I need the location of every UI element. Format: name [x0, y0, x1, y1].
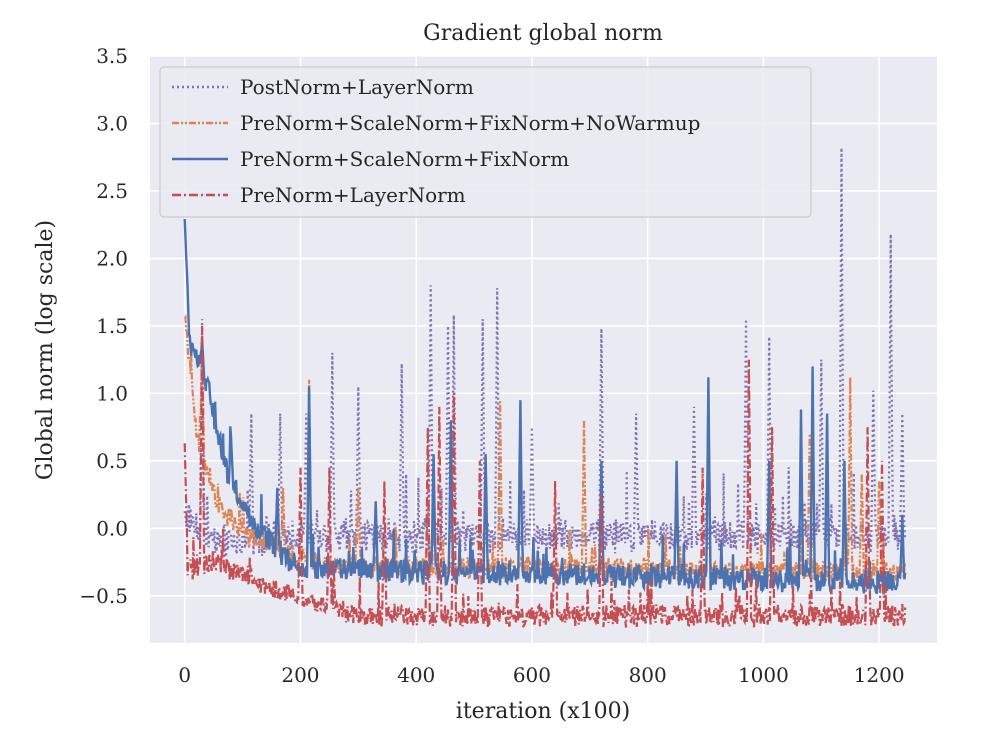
- legend-label: PreNorm+LayerNorm: [240, 183, 466, 207]
- y-tick-label: 2.0: [96, 246, 128, 270]
- legend-label: PreNorm+ScaleNorm+FixNorm: [240, 147, 569, 171]
- x-axis-ticks: 0 200 400 600 800 1000 1200: [178, 663, 904, 687]
- x-tick-label: 600: [513, 663, 551, 687]
- y-tick-label: 0.0: [96, 516, 128, 540]
- y-tick-label: 2.5: [96, 179, 128, 203]
- x-tick-label: 800: [629, 663, 667, 687]
- y-axis-ticks: −0.5 0.0 0.5 1.0 1.5 2.0 2.5 3.0 3.5: [79, 44, 128, 608]
- y-tick-label: 0.5: [96, 449, 128, 473]
- y-tick-label: 1.5: [96, 314, 128, 338]
- x-tick-label: 0: [178, 663, 191, 687]
- series-layer: [183, 147, 907, 628]
- y-tick-label: 3.0: [96, 111, 128, 135]
- x-tick-label: 400: [397, 663, 435, 687]
- series-line-1: [183, 314, 907, 584]
- x-tick-label: 200: [281, 663, 319, 687]
- y-tick-label: −0.5: [79, 584, 128, 608]
- y-axis-label: Global norm (log scale): [33, 220, 58, 480]
- y-tick-label: 1.0: [96, 381, 128, 405]
- legend-box: [159, 66, 812, 218]
- legend-label: PostNorm+LayerNorm: [240, 75, 474, 99]
- x-axis-label: iteration (x100): [456, 699, 630, 724]
- y-tick-label: 3.5: [96, 44, 128, 68]
- x-tick-label: 1000: [738, 663, 789, 687]
- legend: PostNorm+LayerNorm PreNorm+ScaleNorm+FixN…: [159, 66, 812, 218]
- series-line-3: [183, 325, 907, 628]
- x-tick-label: 1200: [854, 663, 905, 687]
- series-line-2: [183, 218, 907, 595]
- chart-title: Gradient global norm: [423, 21, 663, 46]
- legend-label: PreNorm+ScaleNorm+FixNorm+NoWarmup: [240, 111, 700, 135]
